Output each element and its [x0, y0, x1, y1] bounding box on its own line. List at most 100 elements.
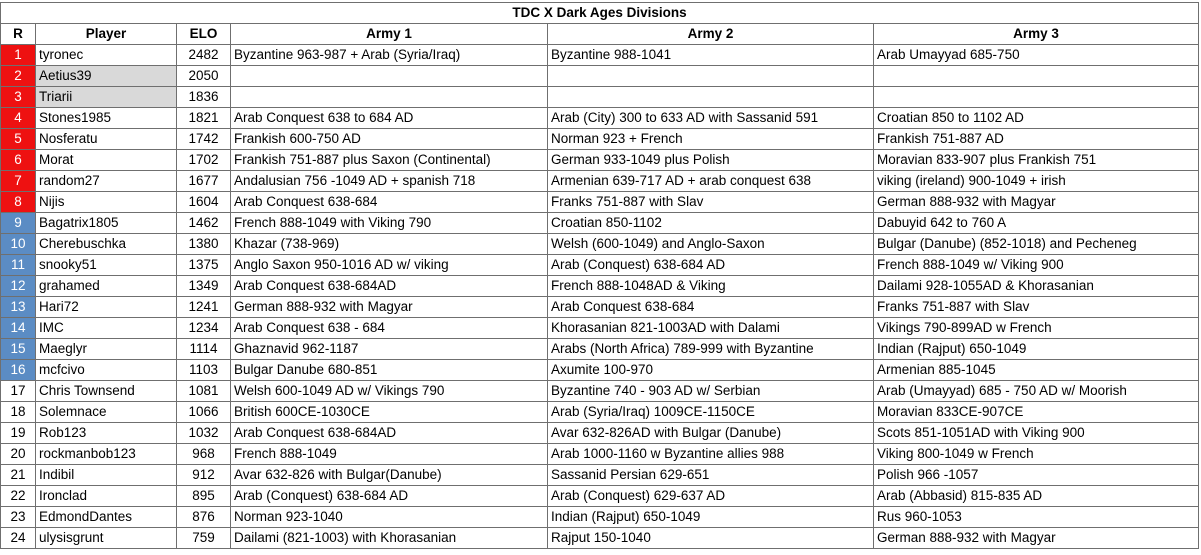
army-2-cell: Armenian 639-717 AD + arab conquest 638	[547, 170, 874, 192]
player-cell: tyronec	[35, 44, 177, 66]
army-2-cell: Khorasanian 821-1003AD with Dalami	[547, 317, 874, 339]
army-3-cell: Armenian 885-1045	[873, 359, 1199, 381]
elo-cell: 1375	[176, 254, 231, 276]
table-row: 8 Nijis 1604 Arab Conquest 638-684 Franks 75…	[0, 191, 1199, 213]
rank-cell: 5	[0, 128, 36, 150]
rank-cell: 19	[0, 422, 36, 444]
army-2-cell: French 888-1048AD & Viking	[547, 275, 874, 297]
army-1-cell: Ghaznavid 962-1187	[230, 338, 548, 360]
table-row: 7 random27 1677 Andalusian 756 -1049 AD + s…	[0, 170, 1199, 192]
army-2-cell: Arab (Conquest) 629-637 AD	[547, 485, 874, 507]
table-row: 18 Solemnace 1066 British 600CE-1030CE Arab …	[0, 401, 1199, 423]
army-2-cell: Arab 1000-1160 w Byzantine allies 988	[547, 443, 874, 465]
elo-cell: 1234	[176, 317, 231, 339]
player-cell: grahamed	[35, 275, 177, 297]
army-2-cell	[547, 86, 874, 108]
table-row: 9 Bagatrix1805 1462 French 888-1049 with Vi…	[0, 212, 1199, 234]
player-cell: Bagatrix1805	[35, 212, 177, 234]
army-1-cell	[230, 86, 548, 108]
player-cell: Nijis	[35, 191, 177, 213]
elo-cell: 912	[176, 464, 231, 486]
army-2-cell: Croatian 850-1102	[547, 212, 874, 234]
player-cell: Hari72	[35, 296, 177, 318]
table-row: 16 mcfcivo 1103 Bulgar Danube 680-851 Axumit…	[0, 359, 1199, 381]
table-row: 22 Ironclad 895 Arab (Conquest) 638-684 AD A…	[0, 485, 1199, 507]
table-row: 4 Stones1985 1821 Arab Conquest 638 to 684 …	[0, 107, 1199, 129]
player-cell: Cherebuschka	[35, 233, 177, 255]
army-1-cell	[230, 65, 548, 87]
table-row: 11 snooky51 1375 Anglo Saxon 950-1016 AD w/…	[0, 254, 1199, 276]
army-2-cell	[547, 65, 874, 87]
elo-cell: 1380	[176, 233, 231, 255]
table-row: 2 Aetius39 2050	[0, 65, 1199, 87]
army-1-cell: Khazar (738-969)	[230, 233, 548, 255]
rank-cell: 17	[0, 380, 36, 402]
army-1-cell: Welsh 600-1049 AD w/ Vikings 790	[230, 380, 548, 402]
army-1-cell: Byzantine 963-987 + Arab (Syria/Iraq)	[230, 44, 548, 66]
army-3-cell: Dailami 928-1055AD & Khorasanian	[873, 275, 1199, 297]
player-cell: IMC	[35, 317, 177, 339]
army-2-cell: Indian (Rajput) 650-1049	[547, 506, 874, 528]
rank-cell: 13	[0, 296, 36, 318]
player-cell: Maeglyr	[35, 338, 177, 360]
header-army-1: Army 1	[230, 23, 548, 45]
player-cell: Nosferatu	[35, 128, 177, 150]
header-player: Player	[35, 23, 177, 45]
army-1-cell: Arab Conquest 638 to 684 AD	[230, 107, 548, 129]
army-3-cell: Vikings 790-899AD w French	[873, 317, 1199, 339]
army-2-cell: Arab (Conquest) 638-684 AD	[547, 254, 874, 276]
player-cell: Aetius39	[35, 65, 177, 87]
table-title: TDC X Dark Ages Divisions	[0, 2, 1199, 24]
rank-cell: 14	[0, 317, 36, 339]
army-2-cell: Sassanid Persian 629-651	[547, 464, 874, 486]
table-row: 17 Chris Townsend 1081 Welsh 600-1049 AD w/…	[0, 380, 1199, 402]
army-3-cell: Arab (Abbasid) 815-835 AD	[873, 485, 1199, 507]
table-body: 1 tyronec 2482 Byzantine 963-987 + Arab (Sy…	[0, 44, 1199, 549]
player-cell: Solemnace	[35, 401, 177, 423]
army-1-cell: Arab (Conquest) 638-684 AD	[230, 485, 548, 507]
army-3-cell: Viking 800-1049 w French	[873, 443, 1199, 465]
rank-cell: 20	[0, 443, 36, 465]
army-2-cell: Arabs (North Africa) 789-999 with Byzant…	[547, 338, 874, 360]
rank-cell: 23	[0, 506, 36, 528]
elo-cell: 1114	[176, 338, 231, 360]
rank-cell: 12	[0, 275, 36, 297]
army-3-cell: Arab Umayyad 685-750	[873, 44, 1199, 66]
army-3-cell: Moravian 833CE-907CE	[873, 401, 1199, 423]
army-1-cell: British 600CE-1030CE	[230, 401, 548, 423]
rank-cell: 8	[0, 191, 36, 213]
rank-cell: 21	[0, 464, 36, 486]
army-2-cell: Welsh (600-1049) and Anglo-Saxon	[547, 233, 874, 255]
army-3-cell: Bulgar (Danube) (852-1018) and Pecheneg	[873, 233, 1199, 255]
elo-cell: 759	[176, 527, 231, 549]
army-2-cell: Avar 632-826AD with Bulgar (Danube)	[547, 422, 874, 444]
army-3-cell	[873, 65, 1199, 87]
player-cell: ulysisgrunt	[35, 527, 177, 549]
table-row: 6 Morat 1702 Frankish 751-887 plus Saxon (C…	[0, 149, 1199, 171]
army-2-cell: Rajput 150-1040	[547, 527, 874, 549]
army-3-cell: viking (ireland) 900-1049 + irish	[873, 170, 1199, 192]
elo-cell: 968	[176, 443, 231, 465]
army-1-cell: Anglo Saxon 950-1016 AD w/ viking	[230, 254, 548, 276]
elo-cell: 876	[176, 506, 231, 528]
army-1-cell: Bulgar Danube 680-851	[230, 359, 548, 381]
table-row: 20 rockmanbob123 968 French 888-1049 Arab 10…	[0, 443, 1199, 465]
army-1-cell: Arab Conquest 638 - 684	[230, 317, 548, 339]
table-row: 23 EdmondDantes 876 Norman 923-1040 Indian (…	[0, 506, 1199, 528]
elo-cell: 1066	[176, 401, 231, 423]
title-row: TDC X Dark Ages Divisions	[0, 2, 1199, 24]
army-1-cell: Norman 923-1040	[230, 506, 548, 528]
army-3-cell: Arab (Umayyad) 685 - 750 AD w/ Moorish	[873, 380, 1199, 402]
table-row: 24 ulysisgrunt 759 Dailami (821-1003) with …	[0, 527, 1199, 549]
army-2-cell: Norman 923 + French	[547, 128, 874, 150]
player-cell: mcfcivo	[35, 359, 177, 381]
player-cell: EdmondDantes	[35, 506, 177, 528]
header-elo: ELO	[176, 23, 231, 45]
army-2-cell: Arab (Syria/Iraq) 1009CE-1150CE	[547, 401, 874, 423]
elo-cell: 1349	[176, 275, 231, 297]
rank-cell: 1	[0, 44, 36, 66]
rank-cell: 9	[0, 212, 36, 234]
army-1-cell: Frankish 600-750 AD	[230, 128, 548, 150]
player-cell: Indibil	[35, 464, 177, 486]
